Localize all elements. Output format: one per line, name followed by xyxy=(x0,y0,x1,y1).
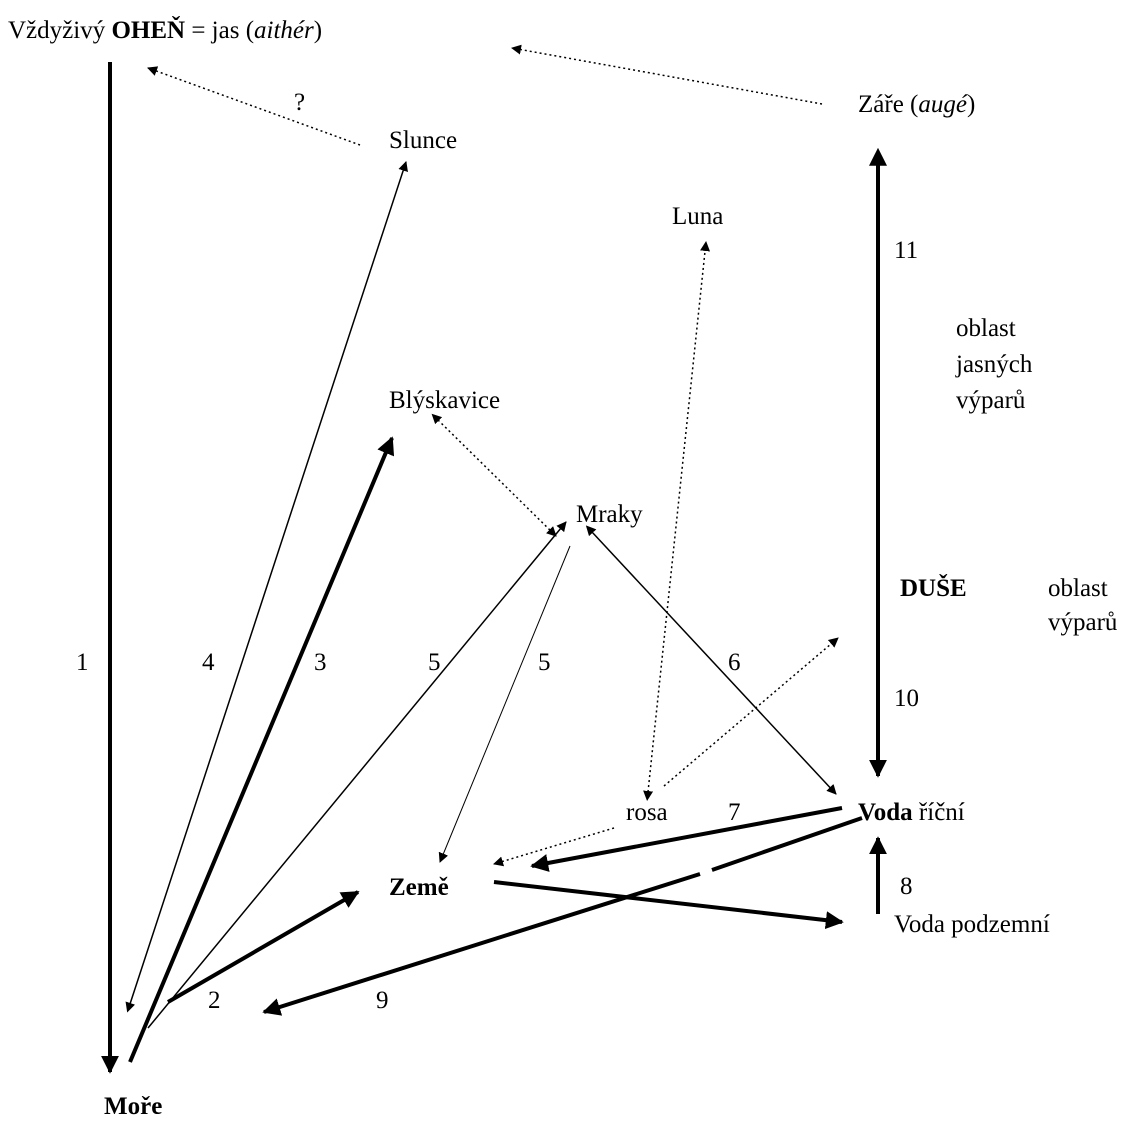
title-fire: Vždyživý OHEŇ = jas (aithér) xyxy=(8,16,322,44)
node-sun: Slunce xyxy=(389,127,457,154)
node-dew: rosa xyxy=(626,799,668,826)
region-bright-vapours-3: výparů xyxy=(956,387,1026,414)
label-5b: 5 xyxy=(538,649,551,676)
node-moon: Luna xyxy=(672,203,723,230)
arrow-6-clouds-river xyxy=(585,525,837,795)
label-3: 3 xyxy=(314,649,327,676)
arrow-2-sea-to-earth xyxy=(166,890,360,1004)
arrow-lightning-clouds-dotted xyxy=(431,413,557,537)
label-9: 9 xyxy=(376,987,389,1014)
node-river-water: Voda říční xyxy=(858,799,965,826)
arrow-dew-to-vapour-dotted xyxy=(663,637,839,787)
region-bright-vapours-1: oblast xyxy=(956,315,1016,342)
label-6: 6 xyxy=(728,649,741,676)
arrow-sun-to-fire-dotted xyxy=(147,66,361,146)
arrow-earth-to-groundwater xyxy=(493,880,844,930)
node-clouds: Mraky xyxy=(576,501,643,528)
label-11: 11 xyxy=(894,237,918,264)
node-soul: DUŠE xyxy=(900,574,967,602)
label-5a: 5 xyxy=(428,649,441,676)
arrow-glow-to-fire-dotted xyxy=(511,44,823,105)
label-7: 7 xyxy=(728,799,741,826)
node-groundwater: Voda podzemní xyxy=(894,911,1050,938)
region-bright-vapours-2: jasných xyxy=(955,351,1033,378)
node-glow: Záře (augé) xyxy=(858,91,975,118)
label-1: 1 xyxy=(76,649,89,676)
arrow-7-river-to-earth xyxy=(530,806,843,872)
arrow-dew-to-earth-dotted xyxy=(493,827,615,867)
arrow-9-river-to-sea-part2 xyxy=(262,872,701,1016)
node-sea: Moře xyxy=(104,1093,162,1120)
arrow-5a-sea-to-clouds xyxy=(147,521,567,1029)
node-earth: Země xyxy=(389,874,449,901)
label-10: 10 xyxy=(894,685,919,712)
arrow-4-sun-sea xyxy=(125,161,408,1013)
arrow-dew-to-moon-dotted xyxy=(643,241,711,801)
arrow-5b-clouds-to-earth xyxy=(438,545,571,863)
label-2: 2 xyxy=(208,987,221,1014)
label-question: ? xyxy=(294,89,305,116)
arrow-3-sea-to-lightning xyxy=(128,436,395,1063)
region-vapours-1: oblast xyxy=(1048,575,1108,602)
region-vapours-2: výparů xyxy=(1048,609,1118,636)
node-lightning: Blýskavice xyxy=(389,387,500,414)
arrow-9-river-to-sea-part1 xyxy=(711,816,863,872)
label-4: 4 xyxy=(202,649,215,676)
label-8: 8 xyxy=(900,873,913,900)
